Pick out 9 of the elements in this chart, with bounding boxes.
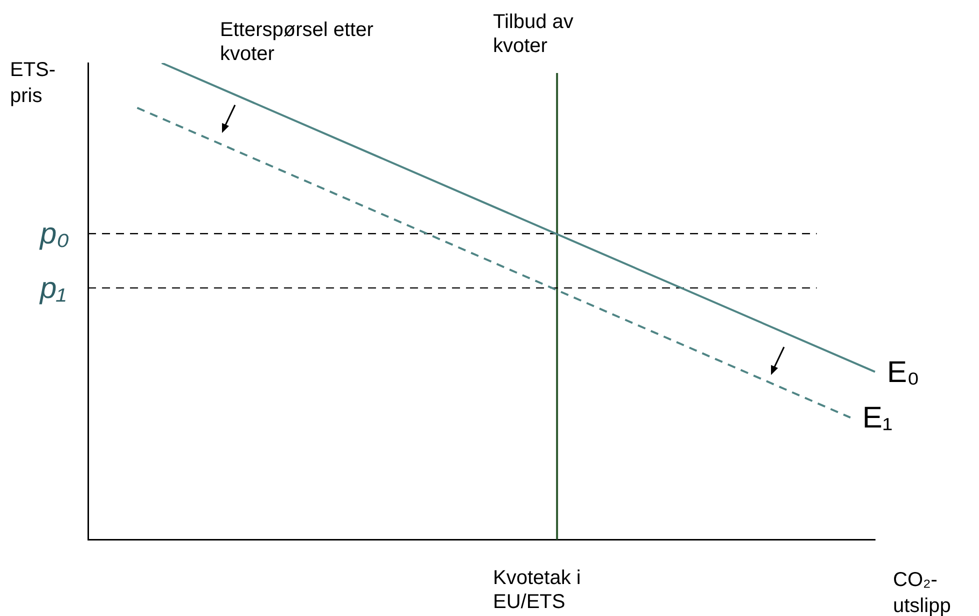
series-label: E₁ [862,402,893,435]
text: Tilbud av kvoter [493,11,574,57]
y-axis-title: ETS-pris [10,59,56,107]
ref-line-label: p₀ [39,218,70,251]
series-label: E₀ [887,356,920,389]
annotation: Etterspørsel etter kvoter [220,19,374,65]
ref-line-label: p₁ [39,272,66,305]
text: Kvotetak i EU/ETS [493,567,581,613]
x-axis-title: CO₂-utslipp [893,569,951,616]
